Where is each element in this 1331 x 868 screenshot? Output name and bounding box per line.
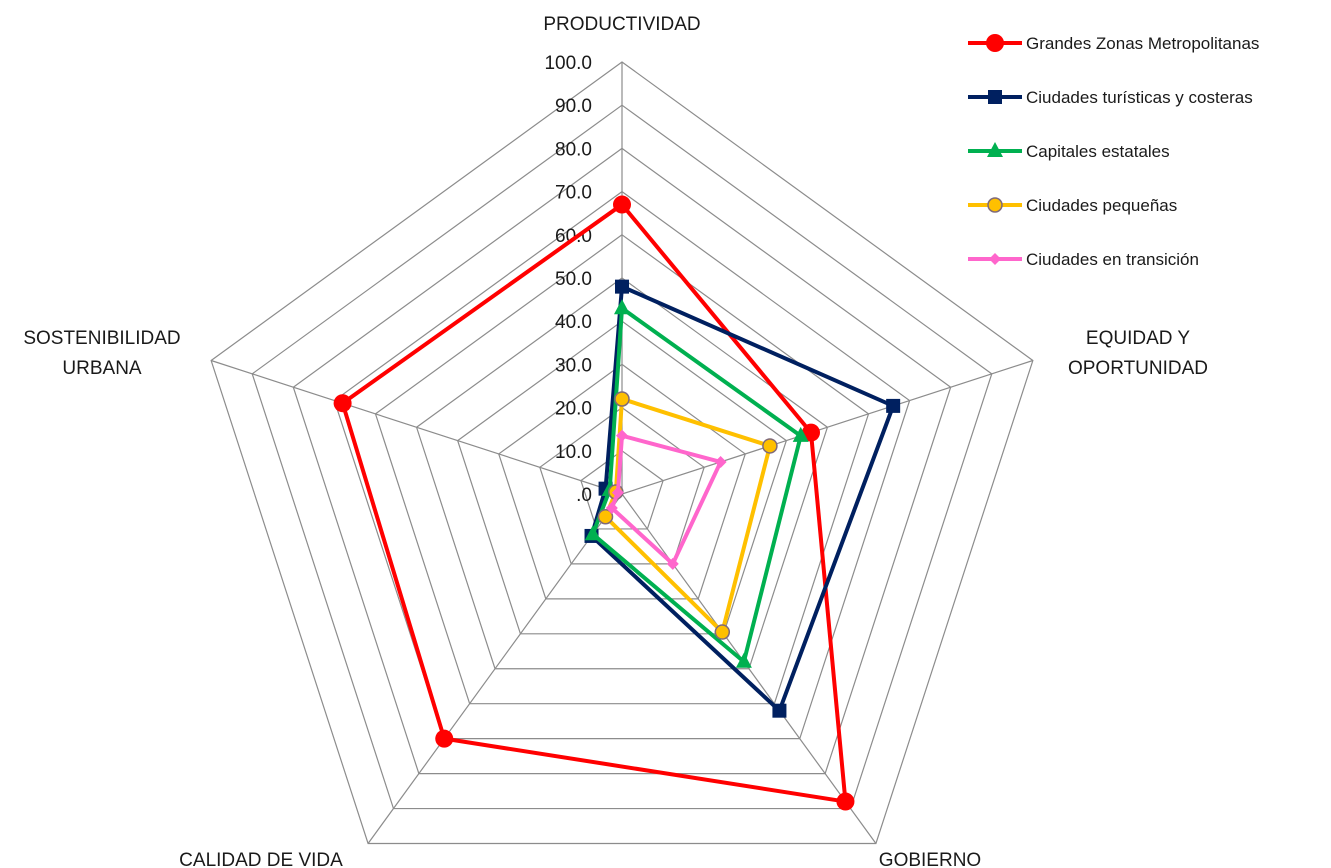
legend-label: Capitales estatales — [1026, 142, 1170, 161]
legend-marker — [986, 34, 1004, 52]
data-series — [333, 195, 901, 811]
legend-label: Ciudades en transición — [1026, 250, 1199, 269]
series-point — [714, 624, 731, 640]
series-line — [589, 284, 896, 713]
series-line — [603, 396, 772, 635]
legend-marker — [988, 90, 1002, 104]
series-point — [611, 486, 624, 499]
tick-label: 40.0 — [555, 312, 592, 333]
axis-labels: PRODUCTIVIDAD EQUIDAD Y OPORTUNIDAD GOBIERN… — [23, 14, 1208, 868]
axis-label: PRODUCTIVIDAD — [543, 14, 700, 35]
series — [605, 429, 727, 570]
series-point — [801, 423, 820, 442]
grid-ring — [456, 320, 788, 635]
legend-item: Ciudades turísticas y costeras — [968, 88, 1253, 107]
series-point — [605, 501, 618, 514]
tick-label: 100.0 — [544, 53, 592, 74]
legend-marker — [987, 197, 1003, 213]
legend-marker — [987, 142, 1003, 157]
series-point — [333, 394, 352, 413]
legend-label: Grandes Zonas Metropolitanas — [1026, 34, 1259, 53]
grid-ring — [251, 104, 993, 810]
series-point — [615, 279, 629, 294]
tick-label: 20.0 — [555, 399, 592, 420]
grid-ring — [498, 363, 746, 600]
series-point — [792, 426, 809, 442]
spoke-line — [367, 493, 623, 844]
grid-ring — [374, 234, 870, 705]
series-line — [590, 306, 803, 664]
axis-label: EQUIDAD Y OPORTUNIDAD — [1068, 328, 1208, 379]
series-point — [762, 438, 778, 454]
series — [333, 195, 855, 811]
tick-label: 90.0 — [555, 96, 592, 117]
grid-ring — [580, 450, 664, 530]
tick-label: 10.0 — [555, 442, 592, 463]
series — [597, 391, 778, 640]
legend-item: Ciudades en transición — [968, 250, 1199, 269]
series-line — [609, 433, 723, 566]
series-point — [435, 729, 454, 748]
series-line — [340, 202, 848, 804]
legend-item: Capitales estatales — [968, 142, 1170, 161]
series-point — [584, 525, 601, 541]
legend-item: Ciudades pequeñas — [968, 196, 1177, 215]
tick-label: .0 — [576, 485, 592, 506]
spoke-line — [621, 359, 1034, 495]
legend-item: Grandes Zonas Metropolitanas — [968, 34, 1259, 53]
grid-ring — [415, 277, 829, 670]
series-point — [735, 652, 752, 668]
series-point — [614, 391, 630, 407]
series-point — [836, 792, 855, 811]
legend-label: Ciudades pequeñas — [1026, 196, 1177, 215]
spoke-line — [621, 493, 877, 844]
axis-label: SOSTENIBILIDAD URBANA — [23, 328, 180, 379]
axis-label: GOBIERNO — [879, 850, 981, 868]
series — [584, 279, 901, 718]
grid-ring — [333, 190, 911, 740]
spoke-line — [210, 359, 623, 495]
axis-label: CALIDAD DE VIDA — [179, 850, 343, 868]
tick-label: 70.0 — [555, 183, 592, 204]
radar-grid — [210, 61, 1034, 845]
radial-tick-labels: 100.090.080.070.060.050.040.030.020.010.… — [544, 53, 592, 506]
series-point — [666, 557, 679, 570]
legend-label: Ciudades turísticas y costeras — [1026, 88, 1253, 107]
series-point — [614, 299, 630, 315]
tick-label: 30.0 — [555, 355, 592, 376]
tick-label: 80.0 — [555, 139, 592, 160]
series-point — [772, 703, 787, 718]
series-point — [597, 508, 614, 525]
tick-label: 50.0 — [555, 269, 592, 290]
legend-marker — [989, 253, 1001, 265]
grid-ring — [292, 147, 952, 775]
series-point — [613, 195, 631, 214]
series-point — [616, 429, 628, 442]
legend: Grandes Zonas Metropolitanas Ciudades tur… — [968, 34, 1259, 269]
series-point — [886, 398, 901, 413]
grid-ring — [210, 61, 1034, 845]
series-point — [714, 455, 727, 468]
